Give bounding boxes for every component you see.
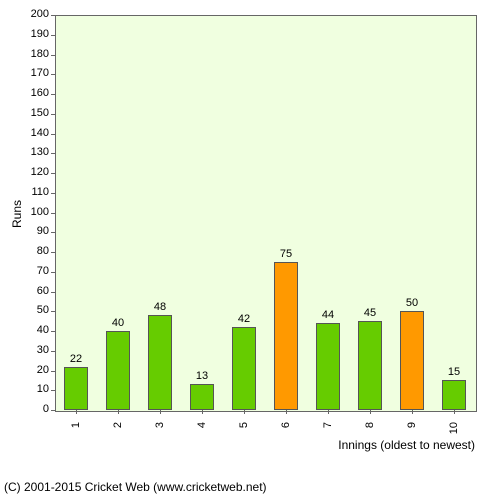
x-tick-label: 10 bbox=[448, 422, 460, 462]
x-tick-label: 3 bbox=[154, 422, 166, 462]
y-tick-label: 170 bbox=[19, 67, 49, 79]
y-tick-mark bbox=[51, 252, 55, 253]
bar-value-label: 42 bbox=[224, 313, 264, 325]
y-tick-mark bbox=[51, 55, 55, 56]
bar bbox=[64, 367, 87, 410]
copyright-text: (C) 2001-2015 Cricket Web (www.cricketwe… bbox=[4, 480, 267, 494]
y-tick-label: 30 bbox=[19, 344, 49, 356]
bar-value-label: 48 bbox=[140, 301, 180, 313]
bar bbox=[106, 331, 129, 410]
y-tick-mark bbox=[51, 311, 55, 312]
y-tick-label: 100 bbox=[19, 206, 49, 218]
bar bbox=[190, 384, 213, 410]
x-tick-mark bbox=[160, 410, 161, 414]
y-tick-mark bbox=[51, 371, 55, 372]
x-tick-label: 6 bbox=[280, 422, 292, 462]
y-tick-mark bbox=[51, 410, 55, 411]
bar bbox=[148, 315, 171, 410]
bar-value-label: 75 bbox=[266, 248, 306, 260]
bar bbox=[274, 262, 297, 410]
y-tick-mark bbox=[51, 272, 55, 273]
x-tick-mark bbox=[286, 410, 287, 414]
bar-value-label: 22 bbox=[56, 353, 96, 365]
y-tick-label: 150 bbox=[19, 107, 49, 119]
bar-value-label: 40 bbox=[98, 317, 138, 329]
y-tick-label: 160 bbox=[19, 87, 49, 99]
x-tick-mark bbox=[118, 410, 119, 414]
y-tick-label: 70 bbox=[19, 265, 49, 277]
y-tick-label: 180 bbox=[19, 48, 49, 60]
bar bbox=[232, 327, 255, 410]
bar-value-label: 50 bbox=[392, 297, 432, 309]
x-tick-label: 5 bbox=[238, 422, 250, 462]
y-tick-mark bbox=[51, 15, 55, 16]
y-tick-label: 140 bbox=[19, 127, 49, 139]
x-tick-mark bbox=[244, 410, 245, 414]
y-tick-label: 130 bbox=[19, 146, 49, 158]
y-tick-label: 40 bbox=[19, 324, 49, 336]
y-tick-label: 80 bbox=[19, 245, 49, 257]
x-tick-label: 7 bbox=[322, 422, 334, 462]
y-tick-mark bbox=[51, 213, 55, 214]
y-tick-label: 0 bbox=[19, 403, 49, 415]
x-tick-mark bbox=[412, 410, 413, 414]
bar-value-label: 15 bbox=[434, 366, 474, 378]
bar-value-label: 45 bbox=[350, 307, 390, 319]
y-tick-label: 50 bbox=[19, 304, 49, 316]
x-tick-mark bbox=[76, 410, 77, 414]
bar bbox=[442, 380, 465, 410]
bar bbox=[316, 323, 339, 410]
x-tick-mark bbox=[370, 410, 371, 414]
y-tick-label: 60 bbox=[19, 285, 49, 297]
x-tick-mark bbox=[454, 410, 455, 414]
x-tick-label: 1 bbox=[70, 422, 82, 462]
y-tick-mark bbox=[51, 134, 55, 135]
y-tick-mark bbox=[51, 114, 55, 115]
y-tick-mark bbox=[51, 35, 55, 36]
y-tick-mark bbox=[51, 94, 55, 95]
bar-value-label: 44 bbox=[308, 309, 348, 321]
bar-value-label: 13 bbox=[182, 370, 222, 382]
y-tick-mark bbox=[51, 331, 55, 332]
x-tick-label: 8 bbox=[364, 422, 376, 462]
y-tick-label: 20 bbox=[19, 364, 49, 376]
y-tick-mark bbox=[51, 173, 55, 174]
x-tick-label: 4 bbox=[196, 422, 208, 462]
y-tick-mark bbox=[51, 74, 55, 75]
y-tick-mark bbox=[51, 193, 55, 194]
y-tick-label: 10 bbox=[19, 383, 49, 395]
y-tick-mark bbox=[51, 351, 55, 352]
x-tick-mark bbox=[202, 410, 203, 414]
x-tick-label: 9 bbox=[406, 422, 418, 462]
chart-container: Runs Innings (oldest to newest) (C) 2001… bbox=[0, 0, 500, 500]
y-tick-label: 90 bbox=[19, 225, 49, 237]
x-tick-label: 2 bbox=[112, 422, 124, 462]
y-tick-mark bbox=[51, 153, 55, 154]
y-tick-label: 190 bbox=[19, 28, 49, 40]
y-tick-mark bbox=[51, 232, 55, 233]
y-tick-mark bbox=[51, 390, 55, 391]
bar bbox=[400, 311, 423, 410]
y-tick-label: 120 bbox=[19, 166, 49, 178]
y-tick-label: 110 bbox=[19, 186, 49, 198]
y-tick-mark bbox=[51, 292, 55, 293]
bar bbox=[358, 321, 381, 410]
x-tick-mark bbox=[328, 410, 329, 414]
y-tick-label: 200 bbox=[19, 8, 49, 20]
